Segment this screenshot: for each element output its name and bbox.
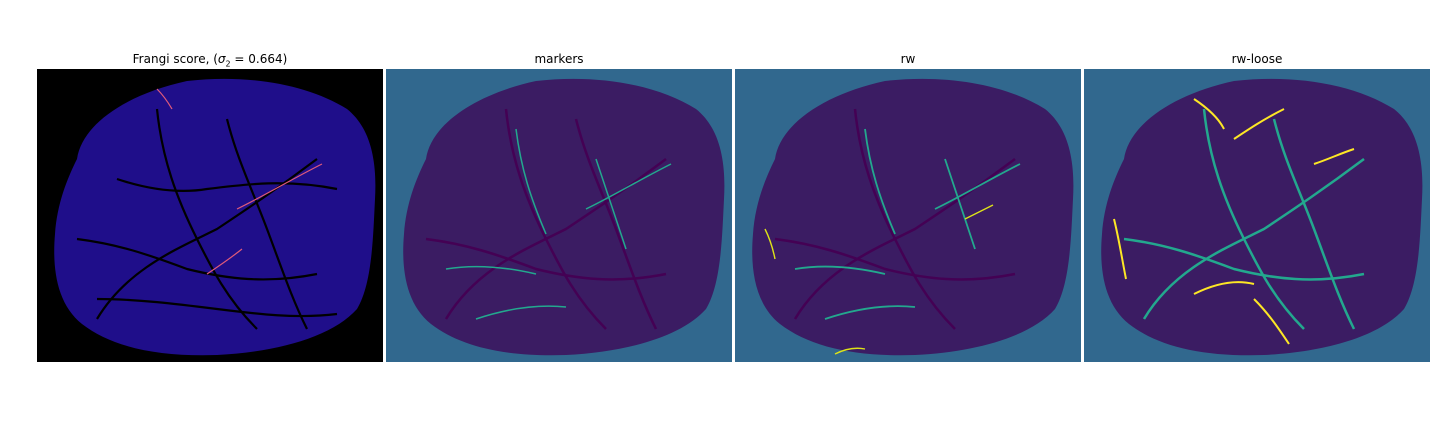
sigma-subscript: 2 [225, 59, 231, 69]
rw-image [735, 69, 1081, 362]
rw-image-svg [735, 69, 1081, 362]
rw-tissue [752, 78, 1074, 356]
frangi-title-text: Frangi score, ( [132, 52, 218, 66]
rw-accents [764, 204, 994, 355]
markers-highlights [445, 128, 672, 320]
frangi-score-image [37, 69, 383, 362]
sigma-value: = 0.664) [230, 52, 288, 66]
markers-tissue [403, 78, 725, 356]
markers-image [386, 69, 732, 362]
frangi-tissue [54, 78, 376, 356]
rw-highlights [794, 128, 1021, 320]
sigma-symbol: σ [217, 52, 226, 66]
rw-loose-image [1084, 69, 1430, 362]
rw-loose-tissue [1101, 78, 1423, 356]
rw-loose-image-svg [1084, 69, 1430, 362]
rw-loose-accents [1113, 98, 1355, 345]
panel-title-rw-loose: rw-loose [1231, 52, 1283, 66]
frangi-image-svg [37, 69, 383, 362]
panel-title-markers: markers [534, 52, 584, 66]
frangi-highlights [156, 88, 323, 275]
panel-title-rw: rw [900, 52, 916, 66]
panel-title-frangi: Frangi score, (σ2 = 0.664) [37, 51, 383, 69]
markers-image-svg [386, 69, 732, 362]
rw-loose-highlights [1123, 108, 1365, 330]
